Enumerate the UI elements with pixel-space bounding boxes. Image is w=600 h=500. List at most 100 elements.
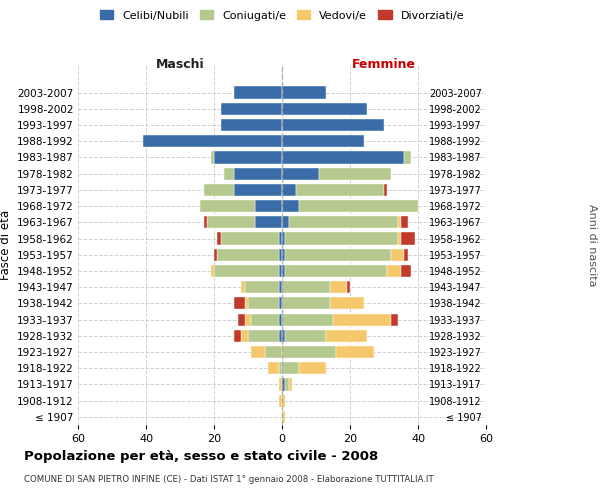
Bar: [296, 184, 384, 196]
Bar: [245, 314, 251, 326]
Bar: [235, 168, 282, 179]
Bar: [221, 119, 282, 131]
Bar: [265, 346, 282, 358]
Bar: [235, 184, 282, 196]
Bar: [214, 248, 217, 261]
Bar: [224, 168, 235, 179]
Bar: [282, 216, 289, 228]
Bar: [278, 281, 282, 293]
Bar: [401, 216, 408, 228]
Bar: [401, 265, 411, 277]
Bar: [255, 200, 282, 212]
Bar: [235, 298, 245, 310]
Bar: [245, 281, 278, 293]
Bar: [235, 330, 241, 342]
Bar: [347, 281, 350, 293]
Bar: [286, 378, 289, 390]
Bar: [282, 411, 286, 423]
Bar: [251, 346, 265, 358]
Bar: [329, 281, 347, 293]
Bar: [211, 265, 214, 277]
Bar: [282, 168, 319, 179]
Bar: [282, 298, 329, 310]
Bar: [282, 119, 384, 131]
Bar: [286, 248, 391, 261]
Bar: [245, 298, 248, 310]
Bar: [268, 362, 278, 374]
Bar: [391, 314, 398, 326]
Bar: [241, 281, 245, 293]
Bar: [217, 232, 221, 244]
Bar: [282, 248, 286, 261]
Bar: [278, 298, 282, 310]
Bar: [401, 232, 415, 244]
Bar: [278, 314, 282, 326]
Bar: [248, 330, 278, 342]
Bar: [282, 200, 299, 212]
Bar: [211, 152, 214, 164]
Bar: [278, 362, 282, 374]
Bar: [282, 346, 337, 358]
Bar: [282, 184, 296, 196]
Bar: [282, 232, 286, 244]
Bar: [214, 152, 282, 164]
Bar: [388, 265, 401, 277]
Bar: [398, 216, 401, 228]
Bar: [204, 184, 235, 196]
Bar: [404, 248, 408, 261]
Bar: [255, 216, 282, 228]
Text: Anni di nascita: Anni di nascita: [587, 204, 597, 286]
Bar: [299, 362, 326, 374]
Legend: Celibi/Nubili, Coniugati/e, Vedovi/e, Divorziati/e: Celibi/Nubili, Coniugati/e, Vedovi/e, Di…: [95, 6, 469, 25]
Bar: [404, 152, 411, 164]
Y-axis label: Fasce di età: Fasce di età: [0, 210, 11, 280]
Bar: [282, 281, 329, 293]
Bar: [278, 330, 282, 342]
Bar: [286, 330, 326, 342]
Bar: [282, 330, 286, 342]
Bar: [278, 265, 282, 277]
Bar: [238, 314, 245, 326]
Bar: [289, 216, 398, 228]
Bar: [282, 86, 326, 99]
Bar: [282, 152, 404, 164]
Bar: [326, 330, 367, 342]
Text: Femmine: Femmine: [352, 58, 416, 71]
Bar: [391, 248, 404, 261]
Bar: [282, 394, 286, 407]
Bar: [282, 265, 286, 277]
Bar: [384, 184, 388, 196]
Text: Maschi: Maschi: [155, 58, 205, 71]
Bar: [319, 168, 391, 179]
Bar: [214, 265, 278, 277]
Bar: [299, 200, 418, 212]
Bar: [282, 362, 299, 374]
Bar: [278, 232, 282, 244]
Bar: [278, 378, 282, 390]
Bar: [241, 330, 248, 342]
Text: COMUNE DI SAN PIETRO INFINE (CE) - Dati ISTAT 1° gennaio 2008 - Elaborazione TUT: COMUNE DI SAN PIETRO INFINE (CE) - Dati …: [24, 475, 434, 484]
Bar: [329, 298, 364, 310]
Bar: [333, 314, 391, 326]
Bar: [282, 102, 367, 115]
Bar: [286, 232, 398, 244]
Bar: [143, 135, 282, 147]
Bar: [217, 248, 278, 261]
Bar: [207, 216, 255, 228]
Text: Popolazione per età, sesso e stato civile - 2008: Popolazione per età, sesso e stato civil…: [24, 450, 378, 463]
Bar: [235, 86, 282, 99]
Bar: [200, 200, 255, 212]
Bar: [337, 346, 374, 358]
Bar: [221, 102, 282, 115]
Bar: [248, 298, 278, 310]
Bar: [286, 265, 388, 277]
Bar: [278, 394, 282, 407]
Bar: [289, 378, 292, 390]
Bar: [251, 314, 278, 326]
Bar: [221, 232, 278, 244]
Bar: [204, 216, 207, 228]
Bar: [278, 248, 282, 261]
Bar: [282, 314, 333, 326]
Bar: [282, 135, 364, 147]
Bar: [282, 378, 286, 390]
